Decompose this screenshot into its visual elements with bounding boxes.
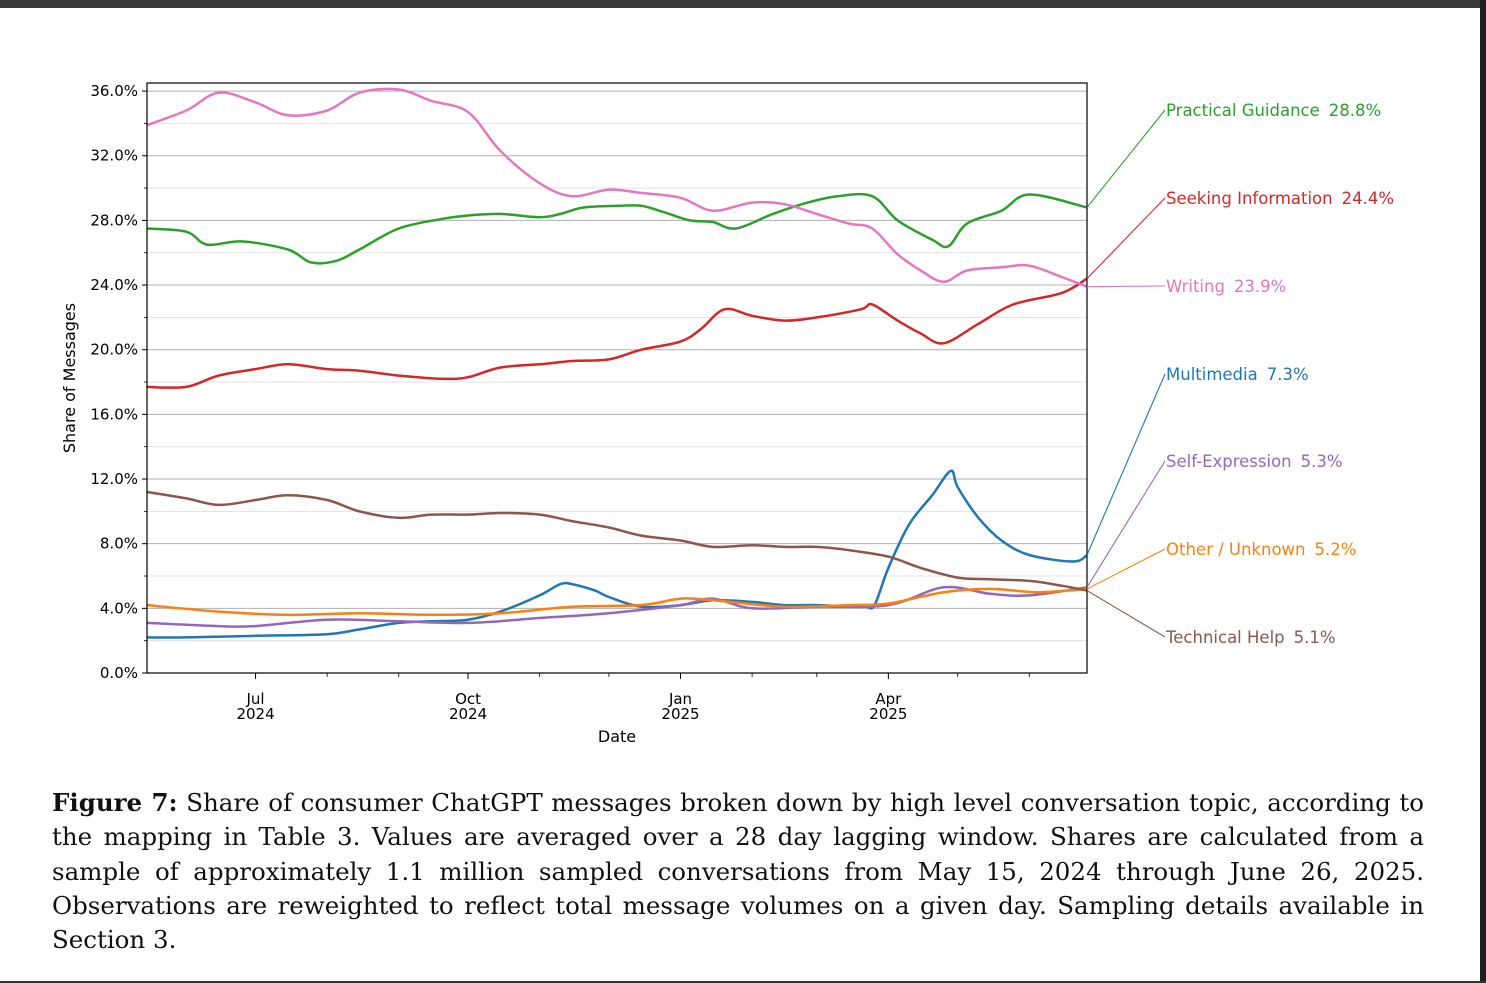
series-line-practical-guidance xyxy=(146,192,1088,265)
end-label-technical-help: Technical Help 5.1% xyxy=(1165,628,1336,647)
end-label-value: 28.8% xyxy=(1329,101,1381,120)
figure-caption-text: Share of consumer ChatGPT messages broke… xyxy=(52,788,1424,955)
x-tick-label-year: 2025 xyxy=(869,705,907,723)
end-label-name: Self-Expression xyxy=(1166,452,1292,471)
leader-line-practical-guidance xyxy=(1086,109,1166,208)
y-tick-label: 16.0% xyxy=(90,405,138,423)
leader-line-technical-help xyxy=(1086,590,1166,638)
figure-caption-label: Figure 7: xyxy=(52,788,178,817)
x-tick-label-year: 2024 xyxy=(449,705,487,723)
end-label-value: 23.9% xyxy=(1234,277,1286,296)
y-tick-label: 20.0% xyxy=(90,341,138,359)
y-tick-label: 28.0% xyxy=(90,211,138,229)
x-tick-label-year: 2025 xyxy=(661,705,699,723)
leader-line-self-expression xyxy=(1086,460,1166,588)
leader-line-other-unknown xyxy=(1086,548,1166,590)
x-tick-label-month: Apr xyxy=(875,690,902,708)
y-tick-label: 24.0% xyxy=(90,276,138,294)
end-label-multimedia: Multimedia 7.3% xyxy=(1166,365,1309,384)
end-label-other-unknown: Other / Unknown 5.2% xyxy=(1166,540,1356,559)
end-label-value: 5.2% xyxy=(1315,540,1357,559)
window-right-bar xyxy=(1480,0,1486,983)
x-tick-label-year: 2024 xyxy=(236,705,274,723)
x-axis-label: Date xyxy=(598,727,636,746)
series-line-self-expression xyxy=(146,585,1088,628)
x-tick-label-month: Jul xyxy=(245,690,264,708)
leader-line-writing xyxy=(1086,285,1166,288)
series-line-technical-help xyxy=(146,490,1088,592)
y-tick-label: 8.0% xyxy=(100,535,138,553)
end-label-seeking-information: Seeking Information 24.4% xyxy=(1166,189,1394,208)
end-labels: Practical Guidance 28.8% Seeking Informati… xyxy=(1086,101,1394,647)
y-axis: 0.0% 4.0% 8.0% 12.0% 16.0% 20.0% 24.0% 28.0% 32.… xyxy=(90,82,147,682)
end-label-name: Seeking Information xyxy=(1166,189,1333,208)
end-label-value: 24.4% xyxy=(1342,189,1394,208)
series-line-seeking-information xyxy=(146,277,1088,389)
window-top-bar xyxy=(0,0,1486,8)
x-tick-label-month: Jan xyxy=(668,690,692,708)
window-bottom-edge xyxy=(0,981,1486,983)
end-label-name: Other / Unknown xyxy=(1166,540,1306,559)
leader-line-seeking-information xyxy=(1086,197,1166,279)
series-line-writing xyxy=(146,87,1088,288)
y-axis-label: Share of Messages xyxy=(60,303,79,453)
end-label-self-expression: Self-Expression 5.3% xyxy=(1166,452,1343,471)
end-label-name: Multimedia xyxy=(1166,365,1258,384)
y-tick-label: 4.0% xyxy=(100,599,138,617)
leader-line-multimedia xyxy=(1086,373,1166,556)
horizontal-gridlines xyxy=(147,90,1087,674)
figure-caption: Figure 7: Share of consumer ChatGPT mess… xyxy=(52,786,1424,957)
x-tick-label-month: Oct xyxy=(455,690,481,708)
end-label-name: Technical Help xyxy=(1165,628,1285,647)
end-label-name: Practical Guidance xyxy=(1166,101,1320,120)
end-label-name: Writing xyxy=(1166,277,1225,296)
topic-share-line-chart: 0.0% 4.0% 8.0% 12.0% 16.0% 20.0% 24.0% 28.0% 32.… xyxy=(60,82,1394,746)
y-tick-label: 12.0% xyxy=(90,470,138,488)
end-label-value: 5.3% xyxy=(1301,452,1343,471)
plot-frame xyxy=(146,82,1088,674)
y-tick-label: 0.0% xyxy=(100,664,138,682)
end-label-writing: Writing 23.9% xyxy=(1166,277,1286,296)
end-label-value: 5.1% xyxy=(1294,628,1336,647)
end-label-practical-guidance: Practical Guidance 28.8% xyxy=(1166,101,1381,120)
end-label-value: 7.3% xyxy=(1267,365,1309,384)
y-tick-label: 32.0% xyxy=(90,147,138,165)
series-line-other-unknown xyxy=(146,587,1088,617)
y-tick-label: 36.0% xyxy=(90,82,138,100)
series-lines xyxy=(146,87,1088,639)
